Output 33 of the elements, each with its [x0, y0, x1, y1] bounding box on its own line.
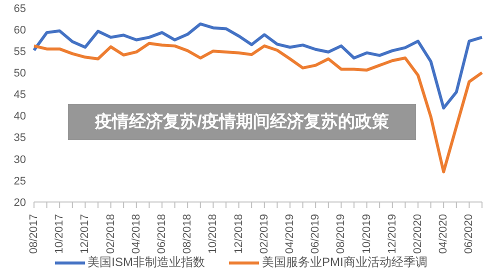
y-tick-label: 55 — [14, 46, 26, 58]
line-series — [32, 22, 484, 110]
x-tick-label: 10/2017 — [54, 214, 66, 254]
y-tick-label: 35 — [14, 132, 26, 144]
y-tick-label: 20 — [14, 196, 26, 209]
y-tick-label: 50 — [14, 68, 26, 80]
x-tick-label: 10/2018 — [207, 214, 220, 254]
x-tick-label: 06/2018 — [156, 214, 168, 254]
y-tick-label: 65 — [14, 2, 26, 15]
text: 疫情经济复苏/疫情期间经济复苏的政策 — [68, 104, 416, 140]
y-tick-label: 25 — [14, 175, 26, 188]
y-tick-label: 45 — [14, 89, 26, 102]
x-tick-label: 08/2018 — [182, 214, 194, 254]
x-tick-label: 06/2020 — [463, 214, 476, 254]
y-tick-label: 60 — [14, 24, 26, 36]
x-tick-label: 04/2020 — [438, 214, 450, 254]
x-tick-label: 12/2017 — [79, 214, 92, 254]
line-series — [32, 42, 484, 174]
x-tick-label: 02/2020 — [412, 214, 424, 254]
x-tick-label: 04/2018 — [130, 214, 142, 254]
x-tick-label: 08/2017 — [28, 214, 40, 254]
x-tick-label: 06/2019 — [310, 214, 322, 254]
legend-label: 美国ISM非制造业指数 — [88, 254, 205, 271]
x-tick-label: 12/2019 — [386, 214, 398, 254]
x-tick-label: 04/2019 — [284, 214, 296, 254]
x-tick-label: 02/2019 — [258, 214, 270, 254]
y-tick-label: 40 — [14, 110, 26, 123]
legend-label: 美国服务业PMI商业活动经季调 — [262, 254, 428, 271]
x-tick-label: 10/2019 — [360, 214, 373, 254]
y-tick-label: 30 — [14, 154, 26, 166]
x-tick-label: 02/2018 — [104, 214, 117, 254]
x-tick-label: 12/2018 — [232, 214, 245, 254]
x-tick-label: 08/2019 — [335, 214, 348, 254]
